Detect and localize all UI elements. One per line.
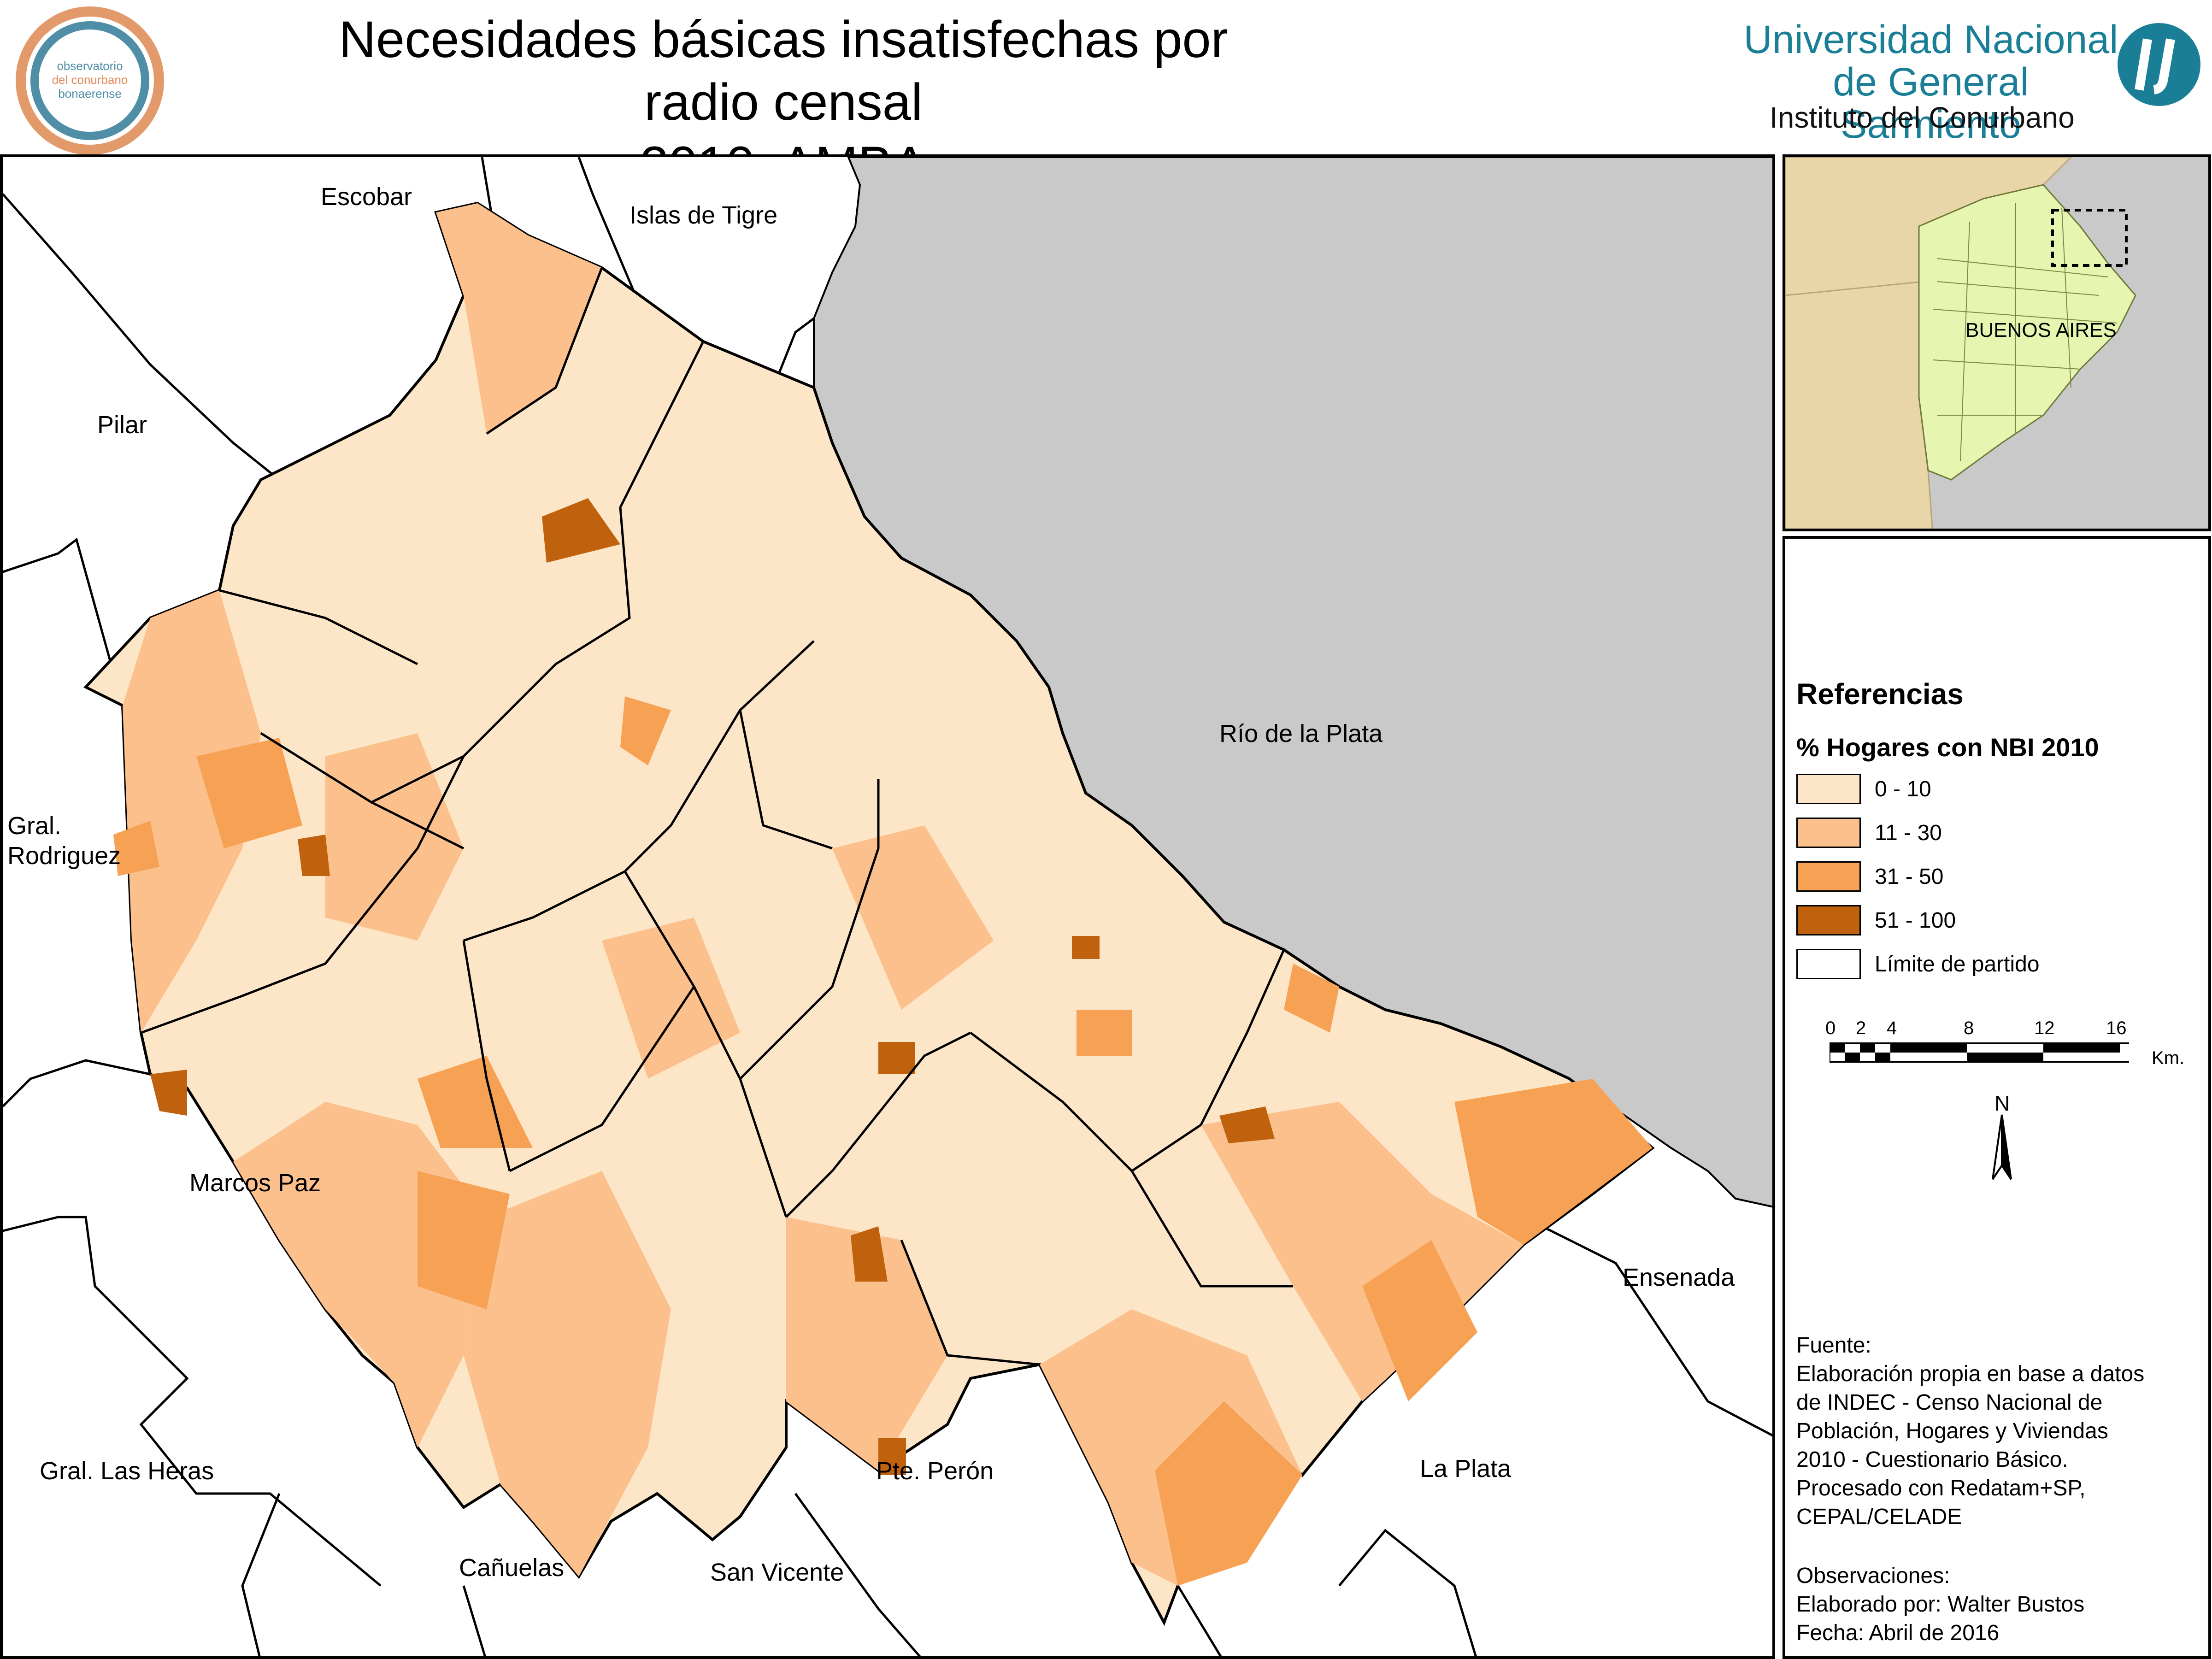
source-note: Fuente: Elaboración propia en base a dat…: [1796, 1333, 2145, 1529]
title-line-1: Necesidades básicas insatisfechas por ra…: [339, 11, 1228, 131]
label-escobar: Escobar: [321, 183, 412, 211]
legend-label: 31 - 50: [1875, 865, 1944, 889]
ungs-logo: Universidad Nacional de General Sarmient…: [1714, 18, 2203, 146]
legend-label: 51 - 100: [1875, 908, 1956, 933]
label-pte-peron: Pte. Perón: [876, 1457, 994, 1485]
observatorio-logo-mark: observatorio del conurbano bonaerense: [16, 6, 164, 155]
scale-unit: Km.: [2152, 1048, 2185, 1068]
legend-label: 0 - 10: [1875, 777, 1931, 801]
scale-tick: 4: [1887, 1018, 1897, 1038]
label-pilar: Pilar: [97, 411, 147, 439]
partido-boundaries: [141, 267, 1293, 1366]
legend-label: 11 - 30: [1875, 821, 1942, 845]
logo-text-2: del conurbano: [52, 73, 128, 87]
scale-tick: 12: [2034, 1018, 2055, 1038]
ungs-institute: Instituto del Conurbano: [1770, 101, 2075, 134]
north-label: N: [1994, 1091, 2010, 1115]
legend-swatch: [1796, 774, 1861, 804]
scale-tick: 0: [1825, 1018, 1836, 1038]
scale-tick: 16: [2106, 1018, 2127, 1038]
scale-bar: [1830, 1042, 2129, 1063]
label-ensenada: Ensenada: [1623, 1264, 1735, 1291]
inset-label: BUENOS AIRES: [1965, 319, 2117, 341]
nbi-31-50-areas: [113, 696, 1653, 1586]
logo-text-3: bonaerense: [58, 87, 121, 100]
ungs-name-1: Universidad Nacional: [1743, 18, 2118, 62]
main-map-svg: [3, 157, 1772, 1656]
ungs-name-2: de General Sarmiento: [1833, 60, 2029, 147]
legend-label: Límite de partido: [1875, 952, 2040, 977]
label-san-vicente: San Vicente: [710, 1559, 844, 1586]
legend-panel: Referencias % Hogares con NBI 2010 0 - 1…: [1783, 536, 2211, 1659]
legend-subtitle: % Hogares con NBI 2010: [1796, 733, 2099, 762]
label-la-plata: La Plata: [1420, 1455, 1512, 1483]
buenos-aires-province: [1918, 184, 2136, 481]
observations-note: Observaciones: Elaborado por: Walter Bus…: [1796, 1564, 2085, 1645]
label-canuelas: Cañuelas: [459, 1554, 565, 1582]
scale-tick: 2: [1856, 1018, 1866, 1038]
legend-swatch: [1796, 949, 1861, 979]
scale-tick: 8: [1964, 1018, 1974, 1038]
legend-title: Referencias: [1796, 677, 1964, 711]
logo-text-1: observatorio: [57, 59, 123, 73]
neighbor-boundaries: [3, 157, 1772, 1656]
label-islas-de-tigre: Islas de Tigre: [629, 201, 778, 229]
inset-extent-box: [2051, 209, 2128, 267]
nbi-11-30-areas: [123, 203, 1524, 1586]
legend-swatch: [1796, 818, 1861, 848]
north-arrow-icon: [1992, 1114, 2012, 1180]
ungs-emblem-icon: [2118, 23, 2200, 106]
inset-map-svg: BUENOS AIRES: [1785, 157, 2208, 529]
legend-swatch: [1796, 905, 1861, 935]
label-gral-rodriguez-1: Gral.: [7, 812, 62, 840]
observatorio-logo: observatorio del conurbano bonaerense: [14, 5, 166, 157]
label-rio-de-la-plata: Río de la Plata: [1219, 720, 1383, 747]
nbi-51-100-areas: [150, 498, 1275, 1475]
label-marcos-paz: Marcos Paz: [189, 1169, 321, 1197]
main-map[interactable]: Escobar Islas de Tigre Pilar Río de la P…: [0, 154, 1775, 1659]
label-gral-las-heras: Gral. Las Heras: [40, 1457, 214, 1485]
map-title: Necesidades básicas insatisfechas por ra…: [323, 8, 1244, 196]
legend-swatch: [1796, 861, 1861, 892]
label-gral-rodriguez-2: Rodriguez: [7, 842, 121, 870]
ungs-name: Universidad Nacional de General Sarmient…: [1742, 18, 2120, 146]
inset-map[interactable]: BUENOS AIRES: [1783, 154, 2211, 531]
